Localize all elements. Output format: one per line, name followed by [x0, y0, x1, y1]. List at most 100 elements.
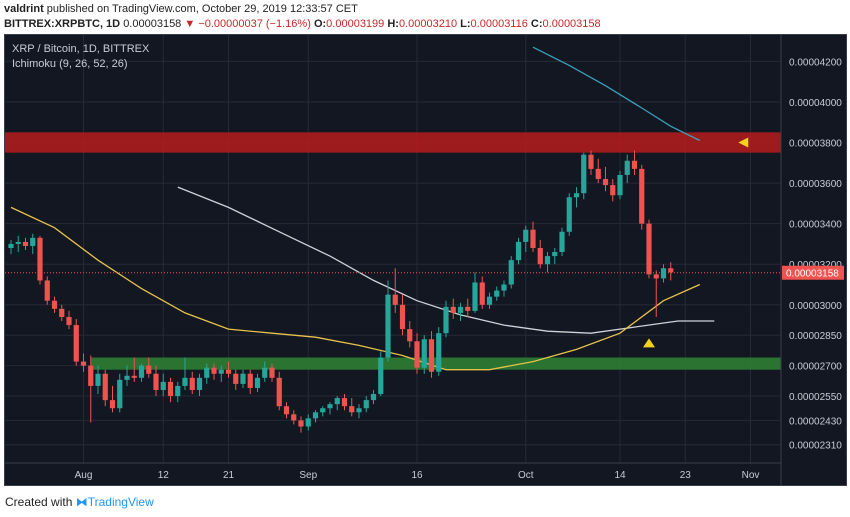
candle — [428, 331, 435, 378]
candle — [51, 296, 58, 313]
candle — [581, 152, 587, 200]
candle — [124, 365, 130, 386]
last-price: 0.00003158 — [123, 18, 182, 30]
candle — [182, 357, 188, 390]
candle-body — [486, 296, 493, 305]
candle-body — [153, 373, 159, 390]
candle-body — [196, 377, 203, 390]
candle-body — [262, 367, 268, 378]
candle-body — [501, 284, 507, 291]
candle-body — [66, 316, 72, 326]
candle-body — [102, 373, 108, 401]
last-price-label: 0.00003158 — [786, 269, 839, 280]
candle-body — [370, 394, 377, 401]
candle — [160, 373, 166, 397]
candle — [283, 402, 290, 419]
candle-body — [349, 406, 355, 413]
candle-body — [334, 398, 340, 405]
candle — [646, 219, 652, 279]
candle — [363, 396, 369, 413]
candle — [624, 154, 630, 184]
y-tick-label: 0.00003600 — [789, 179, 842, 190]
candle — [44, 276, 50, 305]
candle — [66, 310, 72, 330]
candle — [472, 272, 478, 313]
candle — [211, 363, 217, 380]
candle — [254, 373, 261, 393]
candle — [639, 164, 645, 230]
candle — [15, 235, 21, 253]
candle-body — [602, 179, 609, 186]
blue-average-line — [532, 46, 701, 142]
candle-body — [544, 256, 551, 265]
candle — [588, 150, 594, 175]
candle — [204, 363, 210, 384]
y-tick-label: 0.00002700 — [789, 362, 842, 373]
candle — [668, 262, 674, 281]
indicator-lines — [5, 46, 781, 371]
candlestick-chart[interactable]: 0.00004200 0.00004000 0.00003800 0.00003600… — [5, 35, 846, 485]
y-tick-label: 0.00002550 — [789, 392, 842, 403]
candle-body — [624, 160, 630, 175]
candle-body — [233, 373, 239, 384]
candle — [573, 187, 580, 208]
close-value: 0.00003158 — [542, 18, 601, 30]
down-triangle-icon: ▼ — [184, 18, 196, 30]
candle-body — [247, 373, 253, 388]
chart-legend-title: XRP / Bitcoin, 1D, BITTREX — [12, 43, 150, 55]
x-tick-label: 16 — [411, 470, 423, 481]
candle-body — [117, 379, 123, 409]
candle-body — [494, 290, 500, 297]
up-arrow-icon — [643, 338, 655, 348]
candle — [378, 351, 384, 397]
open-label: O: — [313, 18, 327, 30]
candle — [167, 377, 174, 403]
candle-body — [588, 154, 594, 169]
candle-body — [443, 306, 449, 334]
candle-body — [51, 300, 58, 309]
candle — [37, 235, 43, 285]
candle — [479, 276, 485, 309]
candle-body — [573, 193, 580, 198]
last-price-badge — [782, 265, 844, 280]
candle-body — [189, 377, 195, 390]
candle-body — [436, 333, 442, 372]
chart-legend-indicator[interactable]: Ichimoku (9, 26, 52, 26) — [12, 58, 128, 70]
candle-body — [530, 229, 536, 248]
candle-body — [204, 367, 210, 378]
support-zone — [90, 357, 781, 370]
candle-body — [312, 412, 319, 419]
yellow-average-line — [10, 206, 701, 371]
y-tick-label: 0.00003000 — [789, 301, 842, 312]
candle-body — [109, 400, 116, 409]
candle-body — [30, 237, 36, 246]
candle — [218, 365, 224, 382]
price-axis[interactable]: 0.00004200 0.00004000 0.00003800 0.00003600… — [780, 35, 844, 485]
tradingview-brand[interactable]: TradingView — [87, 495, 154, 509]
candle — [233, 369, 239, 390]
candle-body — [211, 367, 217, 374]
time-axis[interactable]: Aug 12 21 Sep 16 Oct 14 23 Nov — [5, 462, 781, 481]
candle-body — [552, 252, 558, 257]
candle-body — [581, 154, 587, 194]
candle-body — [646, 223, 652, 275]
candle — [436, 327, 442, 376]
candle-body — [240, 373, 246, 384]
symbol-label: BITTREX:XRPBTC, 1D — [4, 18, 121, 30]
created-with-text: Created with — [5, 495, 73, 509]
candle-body — [457, 306, 464, 313]
candle — [370, 389, 377, 405]
candles — [8, 150, 674, 433]
candle-body — [356, 408, 362, 413]
candle-body — [73, 325, 79, 362]
candle-body — [450, 306, 456, 313]
candle-body — [167, 381, 174, 397]
candle-body — [399, 304, 406, 330]
x-tick-label: Sep — [299, 470, 317, 481]
candle — [320, 406, 326, 417]
candle — [559, 227, 565, 257]
candle-body — [305, 418, 311, 427]
candle-body — [22, 241, 29, 246]
author-name[interactable]: valdrint — [4, 3, 44, 15]
chart-frame[interactable]: 0.00004200 0.00004000 0.00003800 0.00003600… — [4, 34, 847, 486]
